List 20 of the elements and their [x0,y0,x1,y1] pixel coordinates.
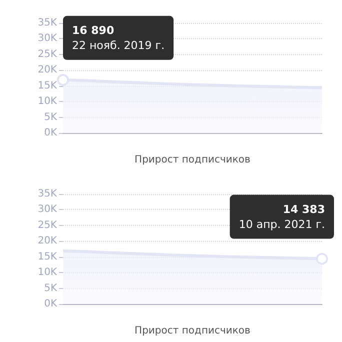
annotation: 16 890 22 нояб. 2019 г. [72,24,165,52]
x-axis-title: Прирост подписчиков [134,326,251,336]
y-tick-label: 5K [44,282,58,294]
y-tick-label: 10K [38,96,58,108]
y-tick-label: 30K [38,204,58,216]
y-tick-label: 25K [38,220,58,231]
y-tick-label: 5K [44,112,58,123]
y-tick-label: 35K [38,18,58,28]
y-tick-label: 10K [38,267,58,278]
y-tick-label: 25K [38,48,58,60]
y-tick-label: 20K [38,236,58,247]
y-tick-label: 0K [44,298,58,310]
annotation: 14 383 10 апр. 2021 г. [238,202,325,231]
y-tick-label: 15K [38,80,58,92]
y-tick-label: 20K [38,64,58,76]
y-tick-label: 15K [38,251,58,262]
x-axis-title: Прирост подписчиков [134,154,251,166]
y-tick-label: 30K [38,33,58,44]
y-tick-label: 35K [38,188,58,200]
y-tick-label: 0K [44,128,58,138]
